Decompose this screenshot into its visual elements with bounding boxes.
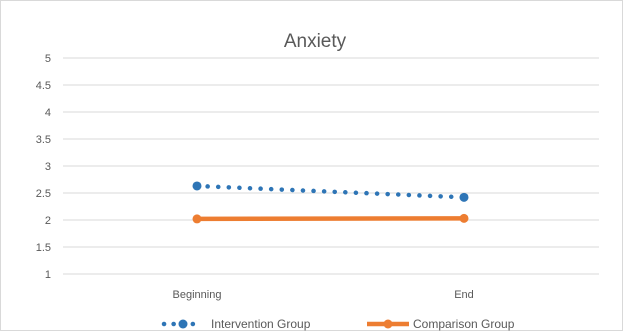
gridlines bbox=[63, 57, 599, 275]
y-tick-label: 2 bbox=[45, 215, 51, 227]
y-tick-label: 4 bbox=[45, 107, 51, 119]
legend: Intervention Group Comparison Group bbox=[161, 317, 515, 331]
data-point-intervention bbox=[192, 181, 202, 191]
y-tick-label: 1 bbox=[45, 269, 51, 281]
data-point-intervention bbox=[459, 192, 469, 202]
series-group bbox=[192, 181, 469, 224]
legend-label-intervention: Intervention Group bbox=[211, 317, 311, 331]
series-line-intervention bbox=[194, 183, 467, 200]
x-tick-label: Beginning bbox=[173, 289, 222, 301]
x-axis-ticks: Beginning End bbox=[173, 289, 474, 301]
y-axis-ticks: 1 1.5 2 2.5 3 3.5 4 4.5 5 bbox=[36, 53, 51, 281]
chart-title: Anxiety bbox=[284, 31, 347, 52]
data-point-comparison bbox=[459, 213, 469, 223]
y-tick-label: 5 bbox=[45, 53, 51, 65]
data-point-comparison bbox=[192, 214, 202, 224]
legend-marker-comparison bbox=[383, 319, 393, 329]
y-tick-label: 2.5 bbox=[36, 188, 51, 200]
series-line-comparison bbox=[196, 216, 465, 222]
y-tick-label: 3.5 bbox=[36, 134, 51, 146]
x-tick-label: End bbox=[454, 289, 474, 301]
y-tick-label: 1.5 bbox=[36, 242, 51, 254]
y-tick-label: 4.5 bbox=[36, 80, 51, 92]
legend-marker-intervention bbox=[178, 319, 188, 329]
y-tick-label: 3 bbox=[45, 161, 51, 173]
legend-label-comparison: Comparison Group bbox=[413, 317, 515, 331]
